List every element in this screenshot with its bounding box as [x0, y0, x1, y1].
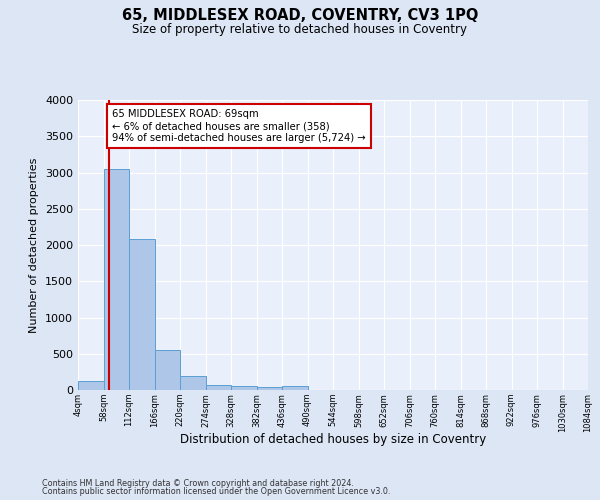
Bar — [78, 380, 104, 390]
Bar — [155, 350, 180, 390]
Bar — [180, 376, 205, 390]
Bar — [206, 384, 231, 390]
Text: 65, MIDDLESEX ROAD, COVENTRY, CV3 1PQ: 65, MIDDLESEX ROAD, COVENTRY, CV3 1PQ — [122, 8, 478, 22]
Bar — [129, 239, 155, 390]
Bar — [231, 386, 257, 390]
Text: Size of property relative to detached houses in Coventry: Size of property relative to detached ho… — [133, 22, 467, 36]
Bar — [104, 169, 129, 390]
Bar — [257, 388, 282, 390]
Y-axis label: Number of detached properties: Number of detached properties — [29, 158, 40, 332]
Text: Distribution of detached houses by size in Coventry: Distribution of detached houses by size … — [180, 432, 486, 446]
Bar — [282, 386, 308, 390]
Text: 65 MIDDLESEX ROAD: 69sqm
← 6% of detached houses are smaller (358)
94% of semi-d: 65 MIDDLESEX ROAD: 69sqm ← 6% of detache… — [112, 110, 366, 142]
Text: Contains public sector information licensed under the Open Government Licence v3: Contains public sector information licen… — [42, 487, 391, 496]
Text: Contains HM Land Registry data © Crown copyright and database right 2024.: Contains HM Land Registry data © Crown c… — [42, 478, 354, 488]
